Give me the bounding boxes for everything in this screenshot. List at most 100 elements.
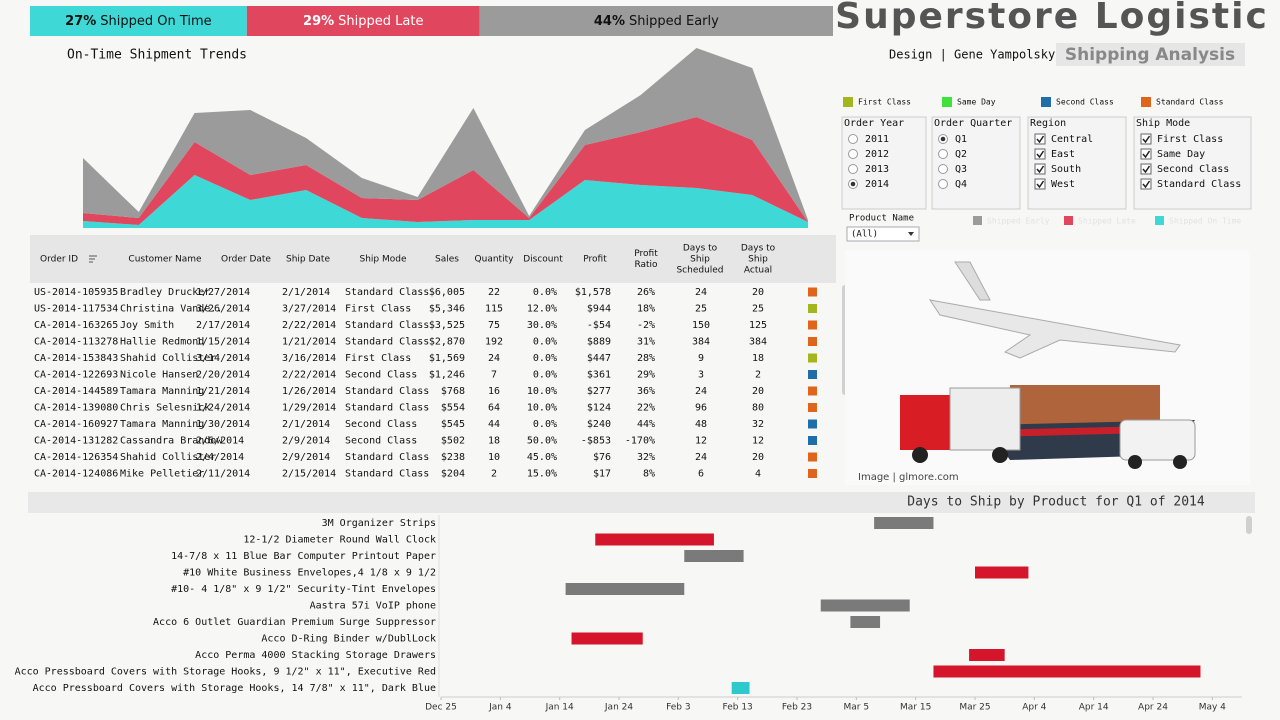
- radio[interactable]: [848, 164, 858, 174]
- column-header[interactable]: Discount: [523, 255, 563, 265]
- filter-option[interactable]: Q1: [955, 134, 967, 145]
- filter-option[interactable]: First Class: [1157, 134, 1223, 145]
- filter-option[interactable]: 2012: [865, 149, 889, 160]
- table-cell: 24: [695, 452, 707, 463]
- table-cell: Standard Class: [345, 386, 429, 397]
- table-cell: $238: [441, 452, 465, 463]
- column-header[interactable]: Ship Date: [286, 255, 330, 265]
- trailer: [949, 387, 1021, 451]
- table-cell: 2/4/2014: [196, 452, 244, 463]
- area: [83, 117, 808, 225]
- radio[interactable]: [938, 164, 948, 174]
- filter-option[interactable]: Q2: [955, 149, 967, 160]
- filter-option[interactable]: West: [1051, 179, 1075, 190]
- column-header[interactable]: Order ID: [40, 255, 78, 265]
- kpi-bar: [30, 6, 247, 36]
- gantt-bar: [571, 632, 643, 645]
- dropdown-arrow: [908, 232, 914, 236]
- column-header[interactable]: Order Date: [221, 255, 271, 265]
- table-cell: 44%: [637, 419, 655, 430]
- column-header[interactable]: Profit: [634, 249, 658, 259]
- column-header[interactable]: Days to: [741, 244, 776, 254]
- column-header[interactable]: Profit: [583, 255, 607, 265]
- table-cell: $17: [593, 469, 611, 480]
- filter-option[interactable]: 2011: [865, 134, 889, 145]
- table-cell: Standard Class: [345, 469, 429, 480]
- table-cell: $204: [441, 469, 465, 480]
- checkbox[interactable]: [1140, 148, 1152, 160]
- x-tick-label: Mar 5: [844, 703, 870, 713]
- table-cell: 22: [488, 287, 500, 298]
- legend-label: Standard Class: [1156, 98, 1224, 107]
- filter-option[interactable]: 2014: [865, 179, 889, 190]
- column-header[interactable]: Quantity: [475, 255, 515, 265]
- table-cell: CA-2014-163265: [34, 320, 118, 331]
- checkbox[interactable]: [1034, 163, 1046, 175]
- column-header[interactable]: Ship Mode: [359, 255, 406, 265]
- product-label: 12-1/2 Diameter Round Wall Clock: [243, 535, 436, 546]
- filter-box: [1133, 116, 1252, 210]
- table-cell: CA-2014-160927: [34, 419, 118, 430]
- product-label: 3M Organizer Strips: [322, 518, 436, 529]
- filter-option[interactable]: South: [1051, 164, 1081, 175]
- table-cell: First Class: [345, 304, 411, 315]
- table-cell: 7: [491, 370, 497, 381]
- table-cell: 22%: [637, 403, 655, 414]
- x-tick-label: Jan 24: [604, 703, 633, 713]
- table-cell: 4: [755, 469, 761, 480]
- table-cell: First Class: [345, 353, 411, 364]
- table-cell: 10.0%: [527, 403, 557, 414]
- column-header[interactable]: Days to: [683, 244, 718, 254]
- filter-option[interactable]: Second Class: [1157, 164, 1229, 175]
- column-header[interactable]: Scheduled: [676, 266, 723, 276]
- legend-swatch: [1041, 97, 1051, 107]
- table-cell: $502: [441, 436, 465, 447]
- table-cell: 0.0%: [533, 353, 557, 364]
- checkbox[interactable]: [1140, 133, 1152, 145]
- filter-box: [931, 116, 1021, 210]
- table-cell: CA-2014-144589: [34, 386, 118, 397]
- table-cell: -$54: [587, 320, 611, 331]
- checkbox[interactable]: [1034, 133, 1046, 145]
- filter-option[interactable]: Same Day: [1157, 149, 1205, 160]
- column-header[interactable]: Sales: [435, 255, 459, 265]
- product-label: Acco Pressboard Covers with Storage Hook…: [33, 683, 436, 694]
- checkbox[interactable]: [1034, 178, 1046, 190]
- product-dropdown[interactable]: [846, 226, 920, 242]
- table-cell: 64: [488, 403, 500, 414]
- checkbox[interactable]: [1140, 178, 1152, 190]
- column-header[interactable]: Ratio: [634, 260, 658, 270]
- radio[interactable]: [938, 179, 948, 189]
- column-header[interactable]: Ship: [690, 255, 710, 265]
- dashboard-title: Superstore Logistic: [835, 0, 1269, 37]
- filter-option[interactable]: 2013: [865, 164, 889, 175]
- table-cell: 30.0%: [527, 320, 557, 331]
- checkbox[interactable]: [1034, 148, 1046, 160]
- table-cell: Second Class: [345, 370, 417, 381]
- filter-option[interactable]: Standard Class: [1157, 179, 1241, 190]
- product-dropdown-value[interactable]: (All): [851, 230, 878, 240]
- filter-option[interactable]: East: [1051, 149, 1075, 160]
- table-cell: 24: [488, 353, 500, 364]
- table-cell: Mike Pelletier: [120, 469, 204, 480]
- filter-option[interactable]: Q3: [955, 164, 967, 175]
- product-filter-label: Product Name: [849, 214, 914, 224]
- gantt-scrollbar[interactable]: [1246, 516, 1252, 534]
- radio[interactable]: [938, 149, 948, 159]
- table-cell: 25: [695, 304, 707, 315]
- ship-mode-swatch: [808, 403, 817, 412]
- table-cell: Second Class: [345, 436, 417, 447]
- credit: Design | Gene Yampolsky |: [889, 48, 1070, 62]
- column-header[interactable]: Actual: [744, 266, 772, 276]
- trend-legend-swatch: [1155, 216, 1164, 225]
- check-mark: [1142, 165, 1151, 174]
- filter-option[interactable]: Q4: [955, 179, 967, 190]
- filter-option[interactable]: Central: [1051, 134, 1093, 145]
- column-header[interactable]: Customer Name: [128, 255, 202, 265]
- radio[interactable]: [848, 134, 858, 144]
- table-cell: Hallie Redmond: [120, 337, 204, 348]
- column-header[interactable]: Ship: [748, 255, 768, 265]
- radio[interactable]: [848, 149, 858, 159]
- checkbox[interactable]: [1140, 163, 1152, 175]
